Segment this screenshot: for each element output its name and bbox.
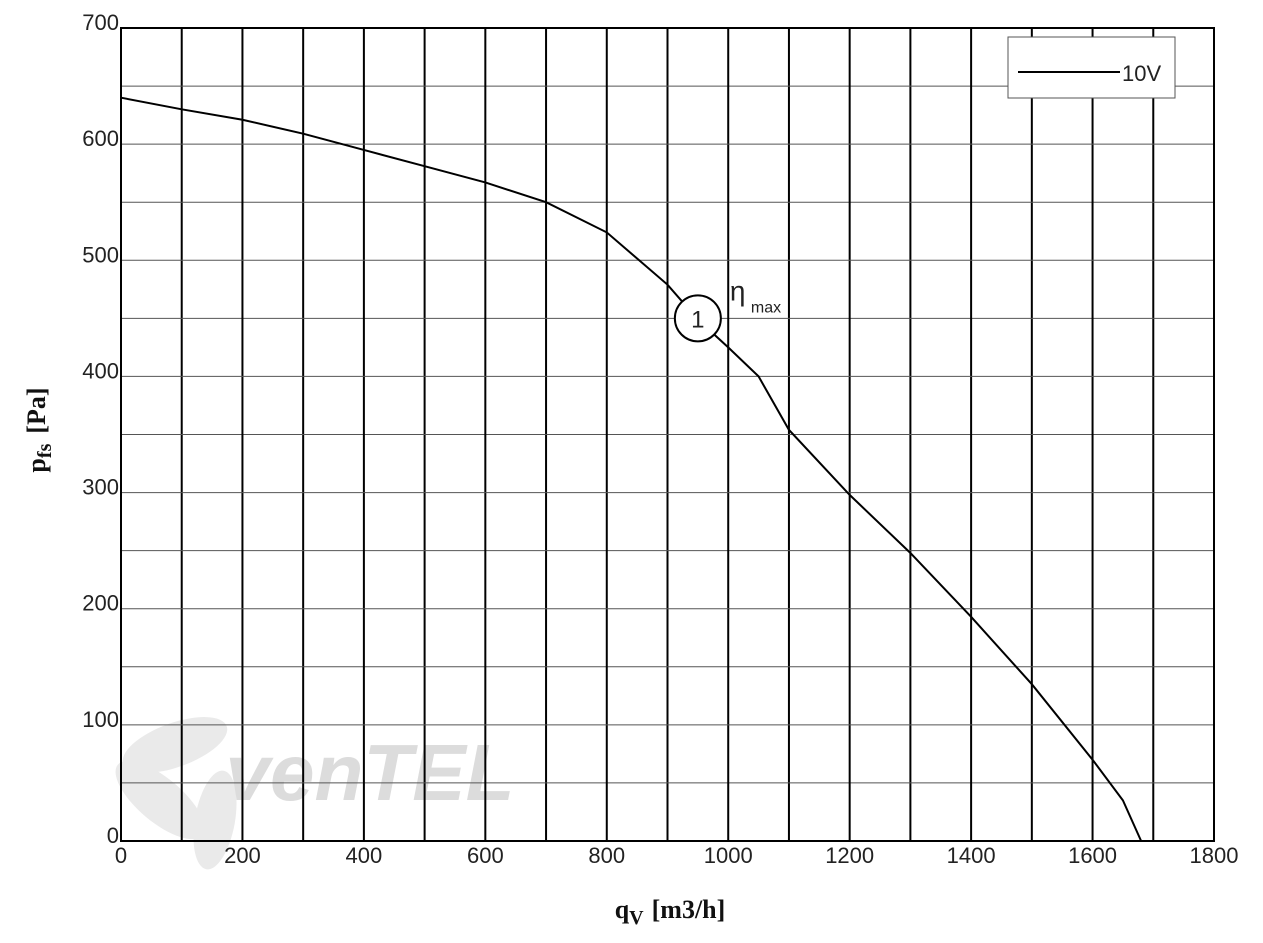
y-tick-label: 200 (82, 591, 119, 616)
legend-box (1007, 36, 1176, 99)
y-tick-label: 300 (82, 475, 119, 500)
annotation-subscript: max (751, 299, 781, 316)
y-axis-title-unit: [Pa] (22, 387, 51, 433)
x-tick-label: 1200 (825, 843, 874, 868)
x-axis-title: qV [m3/h] (615, 895, 726, 929)
x-tick-label: 600 (467, 843, 504, 868)
y-axis-title-main: p (22, 458, 51, 472)
x-axis-title-main: q (615, 895, 630, 924)
x-tick-label: 1400 (947, 843, 996, 868)
x-tick-label: 1800 (1190, 843, 1239, 868)
annotation-number: 1 (691, 306, 704, 333)
x-axis-title-unit: [m3/h] (652, 895, 726, 924)
y-tick-label: 400 (82, 358, 119, 383)
annotation-symbol: η (730, 275, 746, 306)
y-tick-label: 600 (82, 126, 119, 151)
x-tick-label: 800 (588, 843, 625, 868)
x-tick-label: 1000 (704, 843, 753, 868)
legend-label: 10V (1122, 61, 1161, 86)
y-axis-title-sub: fs (34, 443, 56, 458)
x-tick-label: 200 (224, 843, 261, 868)
x-tick-label: 400 (346, 843, 383, 868)
watermark: venTEL (226, 728, 515, 817)
y-axis-title: pfs [Pa] (22, 387, 56, 472)
y-tick-label: 0 (107, 823, 119, 848)
x-tick-label: 1600 (1068, 843, 1117, 868)
y-tick-label: 100 (82, 707, 119, 732)
x-tick-label: 0 (115, 843, 127, 868)
y-tick-label: 700 (82, 10, 119, 35)
plot-frame (120, 27, 1215, 842)
x-axis-title-sub: V (629, 907, 644, 929)
annotation-marker (673, 294, 722, 343)
y-tick-label: 500 (82, 242, 119, 267)
